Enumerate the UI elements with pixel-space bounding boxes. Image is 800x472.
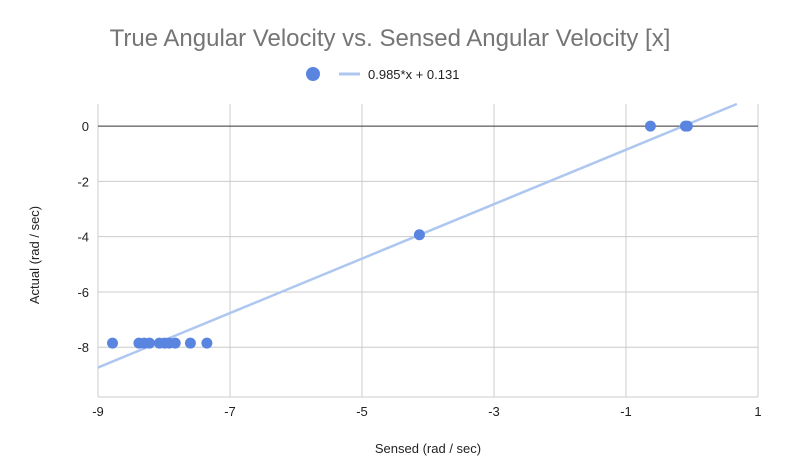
x-tick-label: -3 [488,404,500,419]
y-axis-ticks: 0 -2 -4 -6 -8 [77,119,89,355]
legend-marker-points [306,67,320,81]
data-point [201,337,213,349]
y-tick-label: 0 [82,119,89,134]
x-tick-label: -5 [356,404,368,419]
data-point [644,120,656,132]
x-tick-label: -7 [224,404,236,419]
data-point [184,337,196,349]
x-axis-ticks: -9 -7 -5 -3 -1 1 [92,404,761,419]
x-tick-label: -1 [620,404,632,419]
data-point [169,337,181,349]
data-point [143,337,155,349]
legend-label-trendline: 0.985*x + 0.131 [368,67,459,82]
x-axis-title: Sensed (rad / sec) [375,441,481,456]
chart-title: True Angular Velocity vs. Sensed Angular… [110,25,671,52]
y-tick-label: -4 [77,230,89,245]
data-point [107,337,119,349]
y-axis-title: Actual (rad / sec) [27,206,42,304]
y-tick-label: -6 [77,285,89,300]
x-tick-label: -9 [92,404,104,419]
data-point [413,229,425,241]
legend: 0.985*x + 0.131 [306,67,459,82]
data-point [681,120,693,132]
data-points [107,120,693,349]
grid [97,104,759,398]
y-tick-label: -2 [77,174,89,189]
x-tick-label: 1 [754,404,761,419]
y-tick-label: -8 [77,340,89,355]
